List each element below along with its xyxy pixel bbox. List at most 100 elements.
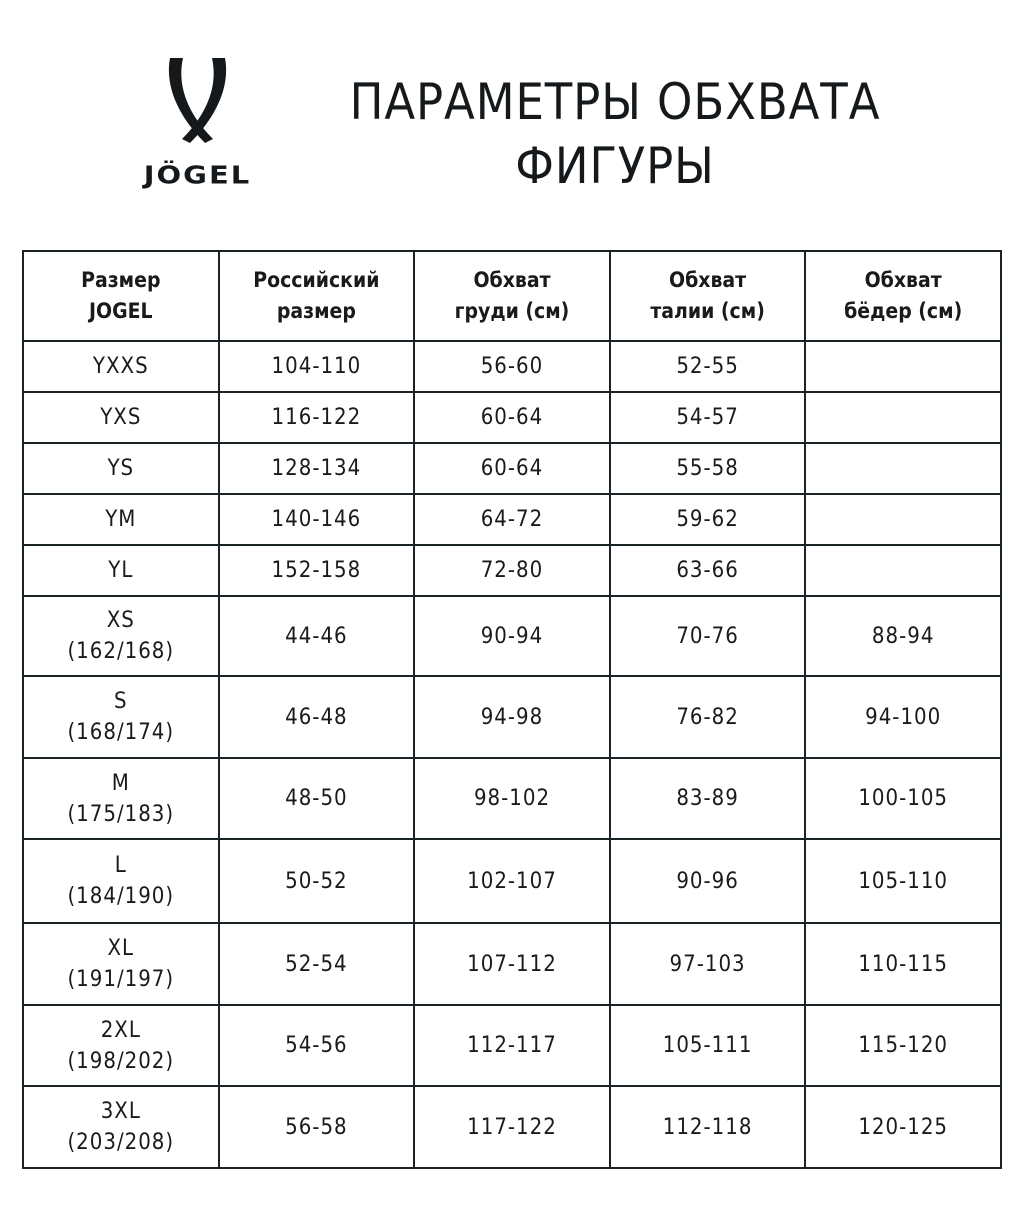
logo-wordmark: JÖGEL [143, 160, 252, 190]
size-label: YL [108, 558, 134, 583]
size-label: YXXS [92, 354, 149, 379]
column-header-line: размер [276, 299, 356, 323]
cell-chest: 90-94 [413, 595, 611, 677]
cell-chest: 56-60 [413, 340, 611, 393]
cell-hips [804, 544, 1002, 597]
size-label: S [114, 689, 128, 714]
cell-hips: 88-94 [804, 595, 1002, 677]
cell-waist: 97-103 [608, 922, 807, 1006]
cell-waist: 55-58 [608, 442, 807, 495]
cell-hips [804, 391, 1002, 444]
size-label: YXS [100, 405, 142, 430]
column-header-line: груди (см) [454, 299, 570, 323]
table-row: M (175/183) 48-50 98-102 83-89 100-105 [22, 757, 1002, 840]
cell-waist: 105-111 [608, 1004, 807, 1087]
table-row: 3XL (203/208) 56-58 117-122 112-118 120-125 [22, 1085, 1002, 1169]
cell-jogel-size: YM [22, 493, 220, 546]
column-header: Обхват талии (см) [608, 250, 807, 342]
cell-chest: 98-102 [413, 757, 611, 840]
size-label: M [111, 770, 130, 796]
height-range: (184/190) [67, 884, 175, 909]
cell-chest: 60-64 [413, 442, 611, 495]
column-header-line: Обхват [473, 268, 551, 292]
cell-waist: 63-66 [608, 544, 807, 597]
cell-jogel-size: YXS [22, 391, 220, 444]
table-row: S (168/174) 46-48 94-98 76-82 94-100 [22, 675, 1002, 759]
cell-russian-size: 46-48 [217, 675, 416, 759]
size-label: 2XL [100, 1017, 141, 1043]
column-header: Обхват груди (см) [413, 250, 611, 342]
column-header: Обхват бёдер (см) [804, 250, 1002, 342]
cell-hips: 105-110 [804, 838, 1002, 924]
cell-russian-size: 128-134 [217, 442, 416, 495]
page-title: ПАРАМЕТРЫ ОБХВАТА ФИГУРЫ [332, 70, 899, 198]
height-range: (191/197) [67, 967, 175, 992]
cell-hips [804, 340, 1002, 393]
cell-hips: 100-105 [804, 757, 1002, 840]
height-range: (198/202) [67, 1048, 175, 1074]
cell-waist: 52-55 [608, 340, 807, 393]
table-row: 2XL (198/202) 54-56 112-117 105-111 115-120 [22, 1004, 1002, 1087]
cell-russian-size: 50-52 [217, 838, 416, 924]
table-header-row: Размер JOGEL Российский размер Обхват груди (… [22, 250, 1002, 342]
cell-jogel-size: L (184/190) [22, 838, 220, 924]
cell-waist: 112-118 [608, 1085, 807, 1169]
height-range: (168/174) [67, 720, 175, 745]
table-row: YXS 116-122 60-64 54-57 [22, 391, 1002, 444]
table-row: YXXS 104-110 56-60 52-55 [22, 340, 1002, 393]
cell-jogel-size: YL [22, 544, 220, 597]
cell-jogel-size: XL (191/197) [22, 922, 220, 1006]
column-header-line: талии (см) [650, 299, 765, 323]
column-header-line: Российский [253, 268, 380, 292]
cell-russian-size: 140-146 [217, 493, 416, 546]
column-header-line: Обхват [669, 268, 747, 292]
cell-waist: 83-89 [608, 757, 807, 840]
title-line-2: ФИГУРЫ [515, 137, 715, 195]
table-row: YM 140-146 64-72 59-62 [22, 493, 1002, 546]
cell-chest: 102-107 [413, 838, 611, 924]
table-row: L (184/190) 50-52 102-107 90-96 105-110 [22, 838, 1002, 924]
cell-jogel-size: S (168/174) [22, 675, 220, 759]
cell-russian-size: 152-158 [217, 544, 416, 597]
cell-hips: 115-120 [804, 1004, 1002, 1087]
table-row: XS (162/168) 44-46 90-94 70-76 88-94 [22, 595, 1002, 677]
jogel-logo: JÖGEL [125, 55, 270, 195]
table-row: XL (191/197) 52-54 107-112 97-103 110-115 [22, 922, 1002, 1006]
cell-waist: 70-76 [608, 595, 807, 677]
cell-russian-size: 44-46 [217, 595, 416, 677]
table-row: YL 152-158 72-80 63-66 [22, 544, 1002, 597]
cell-waist: 76-82 [608, 675, 807, 759]
column-header: Размер JOGEL [22, 250, 220, 342]
cell-hips [804, 442, 1002, 495]
cell-jogel-size: M (175/183) [22, 757, 220, 840]
cell-waist: 54-57 [608, 391, 807, 444]
column-header-line: бёдер (см) [844, 299, 963, 323]
cell-jogel-size: YS [22, 442, 220, 495]
cell-hips [804, 493, 1002, 546]
cell-russian-size: 116-122 [217, 391, 416, 444]
cell-russian-size: 56-58 [217, 1085, 416, 1169]
cell-jogel-size: 2XL (198/202) [22, 1004, 220, 1087]
cell-hips: 94-100 [804, 675, 1002, 759]
column-header: Российский размер [217, 250, 416, 342]
size-label: YS [107, 456, 135, 481]
crossed-v-logo-icon [168, 58, 227, 143]
cell-jogel-size: XS (162/168) [22, 595, 220, 677]
cell-russian-size: 54-56 [217, 1004, 416, 1087]
cell-russian-size: 52-54 [217, 922, 416, 1006]
height-range: (203/208) [67, 1130, 175, 1155]
cell-waist: 90-96 [608, 838, 807, 924]
size-label: XL [107, 936, 135, 961]
cell-jogel-size: 3XL (203/208) [22, 1085, 220, 1169]
size-label: L [114, 853, 127, 878]
height-range: (175/183) [67, 801, 175, 827]
cell-chest: 112-117 [413, 1004, 611, 1087]
column-header-line: Обхват [864, 268, 942, 292]
size-label: YM [105, 507, 137, 532]
title-line-1: ПАРАМЕТРЫ ОБХВАТА [349, 73, 881, 131]
size-label: XS [106, 608, 135, 633]
cell-waist: 59-62 [608, 493, 807, 546]
size-label: 3XL [100, 1099, 141, 1124]
height-range: (162/168) [67, 639, 175, 664]
cell-chest: 60-64 [413, 391, 611, 444]
